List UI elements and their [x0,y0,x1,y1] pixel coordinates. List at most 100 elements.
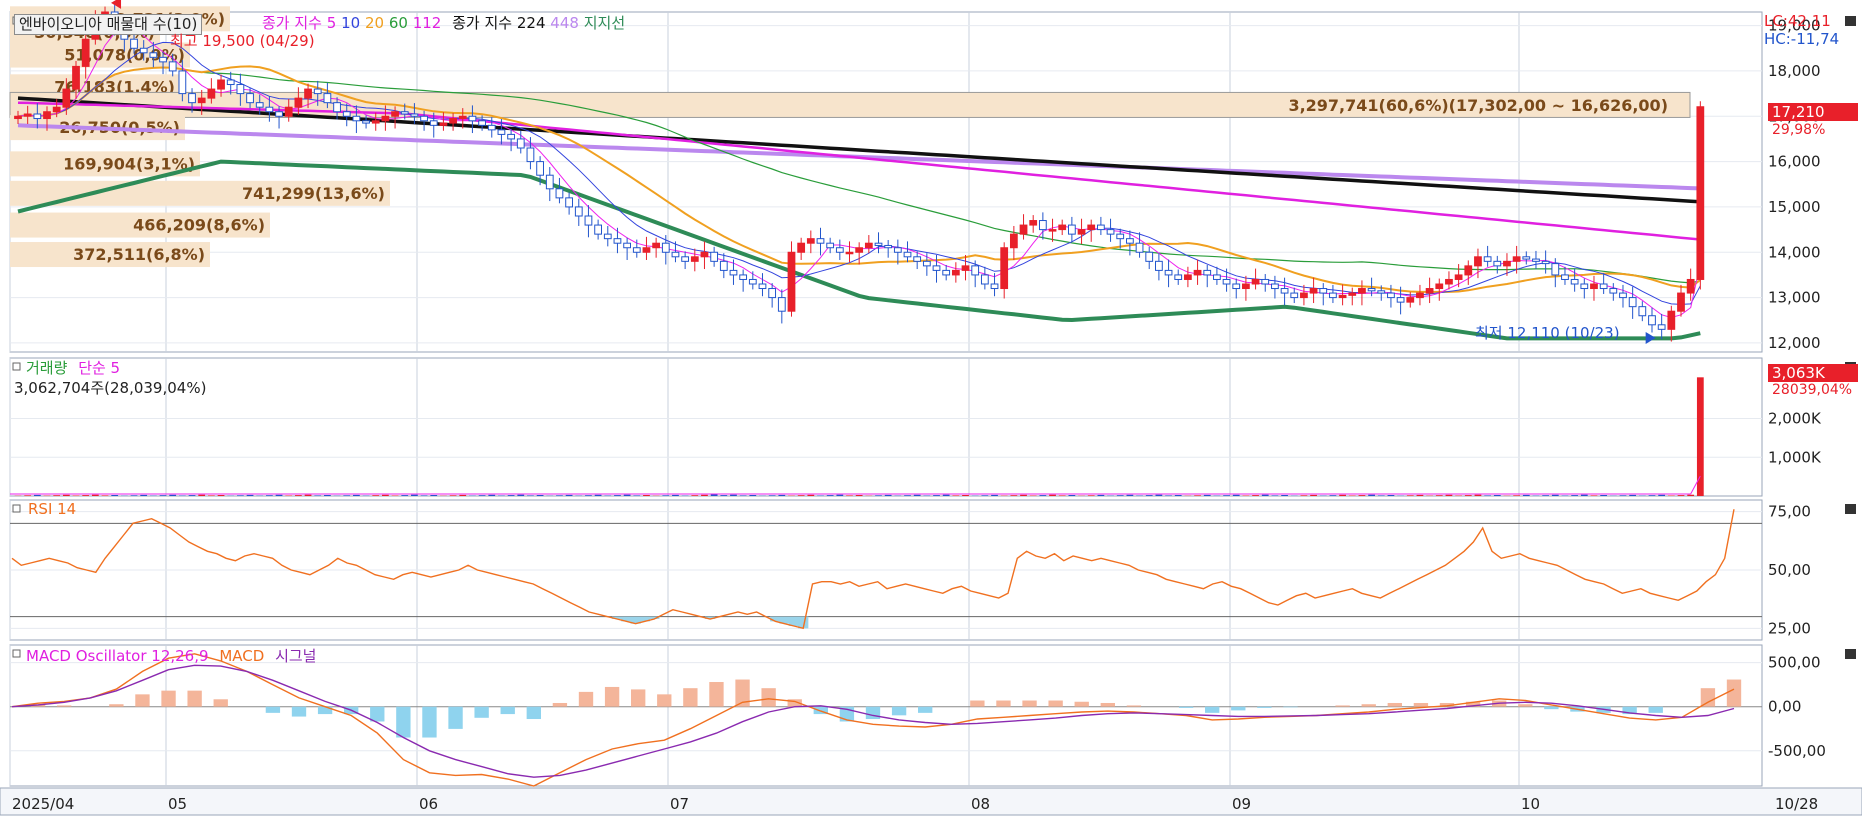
macd-oscillator-bar [892,707,906,716]
candle [904,252,911,257]
volume-bar [1281,495,1288,496]
macd-oscillator-bar [605,687,619,707]
volume-bar [943,495,950,496]
x-tick-label: 2025/04 [12,795,74,813]
x-axis-bar [0,788,1862,815]
volume-bar [1571,495,1578,496]
x-tick-label: 06 [419,795,438,813]
rsi-y-tick: 50,00 [1768,561,1811,579]
volume-bar [566,495,573,496]
volume-bar [382,495,389,496]
volume-bar [372,495,379,496]
candle [643,248,650,253]
macd-oscillator-bar [448,707,462,729]
legend-ma60[interactable]: 60 [389,14,408,32]
main-profile-label: 3,297,741(60,6%)(17,302,00 ~ 16,626,00) [1288,96,1668,115]
legend-ma448[interactable]: 448 [550,14,579,32]
candle [972,266,979,275]
rsi-y-tick: 25,00 [1768,619,1811,637]
macd-oscillator-bar [683,688,697,707]
volume-value-label: 3,062,704주(28,039,04%) [14,377,206,398]
volume-bar [778,495,785,496]
volume-bar [1233,495,1240,496]
candle [498,130,505,135]
candle [1349,293,1356,295]
volume-bar [140,495,147,496]
volume-bar [82,495,89,496]
legend-ma224[interactable]: 224 [517,14,546,32]
legend-ma20[interactable]: 20 [365,14,384,32]
candle [247,94,254,103]
candle [53,107,60,112]
candle [1059,225,1066,230]
macd-osc-title[interactable]: MACD Oscillator 12,26,9 [26,647,209,665]
volume-bar [730,495,737,496]
candle [1165,270,1172,275]
candle [285,107,292,116]
volume-bar [1600,495,1607,496]
macd-oscillator-bar [1231,707,1245,711]
volume-bar [1088,495,1095,496]
volume-bar [34,495,41,496]
volume-bar [392,495,399,496]
macd-oscillator-bar [109,704,123,706]
volume-bar [343,495,350,496]
volume-bar [1484,495,1491,496]
candle [1010,234,1017,248]
volume-bar [276,495,283,496]
volume-bar [1581,495,1588,496]
candle [256,103,263,108]
volume-bar [1378,495,1385,496]
candle [459,116,466,118]
legend-ma10[interactable]: 10 [341,14,360,32]
candle [1610,289,1617,294]
last-change-label: 29,98% [1772,122,1825,138]
volume-bar [247,495,254,496]
volume-bar [1127,495,1134,496]
last-price-badge: 17,210 [1768,103,1858,121]
legend-support[interactable]: 지지선 [584,14,625,32]
candle [1049,230,1056,232]
macd-oscillator-bar [292,707,306,717]
volume-bar [624,495,631,496]
volume-bar [421,495,428,496]
volume-bar [885,495,892,496]
volume-title[interactable]: 거래량 [26,359,67,377]
macd-oscillator-bar [1335,705,1349,706]
volume-bar [643,495,650,496]
candle [1030,221,1037,226]
candle [314,89,321,94]
volume-bar [488,495,495,496]
legend-ma112[interactable]: 112 [413,14,442,32]
volume-bar [479,495,486,496]
macd-oscillator-bar [553,703,567,707]
candle [1581,284,1588,289]
candle [1020,225,1027,234]
candle [73,66,80,89]
volume-bar [585,495,592,496]
macd-oscillator-bar [57,705,71,706]
volume-bar [1417,495,1424,496]
x-tick-label: 07 [670,795,689,813]
volume-ma-label[interactable]: 단순 5 [78,359,120,377]
volume-bar [1146,495,1153,496]
volume-bar [720,495,727,496]
macd-legend: MACD Oscillator 12,26,9 MACD 시그널 [14,645,316,666]
candle [479,121,486,126]
volume-y-tick: 1,000K [1768,448,1822,466]
volume-bar [769,495,776,496]
signal-label[interactable]: 시그널 [275,647,316,665]
candle [1436,284,1443,289]
legend-ma5[interactable]: 5 [327,14,337,32]
volume-panel-frame [10,358,1762,496]
volume-bar [537,495,544,496]
rsi-title[interactable]: RSI 14 [28,500,76,518]
candle [1214,275,1221,280]
lc-label: LC:42,11 [1764,12,1831,30]
volume-bar [817,495,824,496]
candle [952,270,959,275]
volume-bar [198,495,205,496]
macd-label[interactable]: MACD [219,647,264,665]
